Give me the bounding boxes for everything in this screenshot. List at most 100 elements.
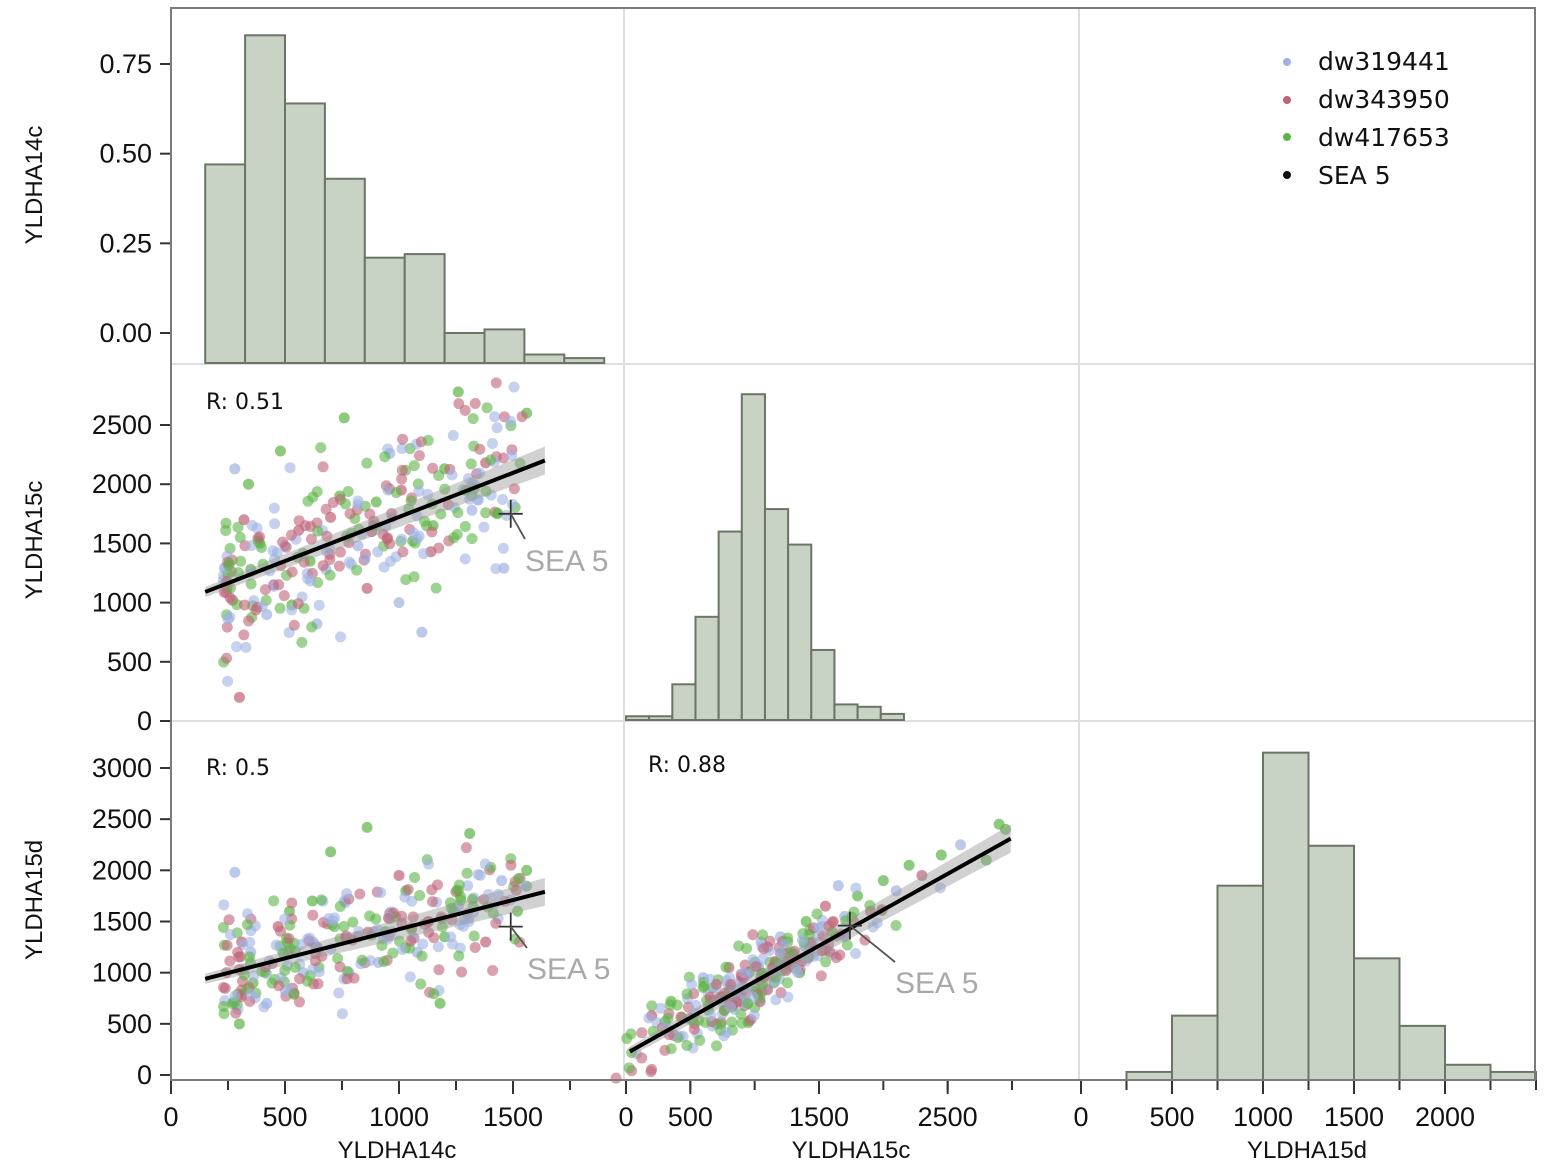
scatter-point	[361, 582, 373, 594]
scatter-point	[512, 873, 524, 885]
scatter-point	[770, 994, 782, 1006]
scatter-point	[512, 905, 524, 917]
y-tick-label-3-3: 1000	[92, 958, 152, 988]
scatter-point	[498, 452, 510, 464]
scatter-point	[747, 929, 759, 941]
scatter-point	[422, 434, 434, 446]
scatter-point	[980, 854, 992, 866]
scatter-point	[498, 562, 510, 574]
scatter-point	[404, 971, 416, 983]
x-tick-label-2-3: 1500	[789, 1102, 849, 1132]
scatter-point	[453, 879, 465, 891]
scatter-point	[245, 988, 257, 1000]
scatter-point	[416, 950, 428, 962]
scatter-point	[323, 913, 335, 925]
y-tick-label-1-1: 0.00	[99, 318, 152, 348]
scatter-point	[491, 422, 503, 434]
scatter-point	[223, 557, 235, 569]
legend-marker-sea5	[1283, 171, 1291, 179]
scatter-point	[448, 532, 460, 544]
x-tick-label-3-1: 0	[1073, 1102, 1088, 1132]
scatter-point	[850, 948, 862, 960]
scatter-point	[418, 548, 430, 560]
scatter-point	[757, 953, 769, 965]
scatter-point	[309, 955, 321, 967]
scatter-point	[487, 965, 499, 977]
scatter-point	[623, 1062, 635, 1074]
scatter-point	[259, 584, 271, 596]
scatter-point	[243, 615, 255, 627]
histogram-bar-1-10	[563, 357, 606, 364]
scatter-point	[378, 956, 390, 968]
scatter-point	[342, 485, 354, 497]
x-tick-label-2-4: 2500	[918, 1102, 978, 1132]
scatter-point	[292, 598, 304, 610]
scatter-point	[273, 579, 285, 591]
y-tick-label-2-2: 500	[107, 647, 152, 677]
scatter-point	[220, 524, 232, 536]
scatter-point	[445, 902, 457, 914]
scatter-point	[446, 469, 458, 481]
legend-marker-dw319441	[1283, 58, 1291, 66]
histogram-bar-1-7	[443, 332, 486, 364]
legend-label-dw319441: dw319441	[1318, 47, 1450, 76]
histogram-bar-2-3	[671, 683, 697, 722]
scatter-point	[491, 508, 503, 520]
scatter-point	[790, 963, 802, 975]
scatter-point	[867, 921, 879, 933]
histogram-bar-3-9	[1489, 1070, 1537, 1082]
scatter-point	[460, 842, 472, 854]
y-axis-title-2: YLDHA15c	[21, 481, 48, 600]
scatter-point	[841, 939, 853, 951]
scatter-point	[409, 872, 421, 884]
scatter-point	[720, 961, 732, 973]
scatter-point	[268, 502, 280, 514]
scatter-point	[422, 488, 434, 500]
x-tick-label-3-4: 1500	[1324, 1102, 1384, 1132]
scatter-point	[462, 880, 474, 892]
scatter-point	[250, 604, 262, 616]
scatter-point	[490, 377, 502, 389]
scatter-point	[469, 941, 481, 953]
histogram-bar-3-6	[1353, 957, 1401, 1082]
scatter-point	[1000, 823, 1012, 835]
x-axis-title-3: YLDHA15d	[1247, 1137, 1367, 1164]
scatter-point	[508, 381, 520, 393]
scatter-point	[298, 556, 310, 568]
scatter-point	[466, 533, 478, 545]
histogram-bar-1-1	[204, 163, 247, 364]
scatter-point	[800, 916, 812, 927]
scatter-point	[270, 939, 282, 951]
scatter-point	[482, 889, 494, 901]
histogram-bar-1-9	[523, 353, 566, 364]
scatter-point	[758, 943, 770, 955]
scatter-point	[407, 911, 419, 923]
scatter-point	[396, 443, 408, 455]
scatter-point	[416, 626, 428, 638]
legend-label-sea5: SEA 5	[1318, 161, 1391, 190]
scatter-point	[364, 910, 376, 922]
histogram-bar-2-9	[810, 648, 836, 722]
scatter-point	[400, 574, 412, 586]
scatter-point	[273, 980, 285, 992]
scatter-point	[864, 900, 876, 912]
scatter-point	[427, 896, 439, 908]
scatter-point	[296, 636, 308, 648]
scatter-point	[472, 494, 484, 506]
scatter-point	[235, 555, 247, 567]
scatter-point	[688, 1023, 700, 1035]
histogram-bar-2-4	[694, 615, 720, 721]
scatter-point	[230, 1007, 242, 1019]
scatter-point	[294, 973, 306, 985]
scatter-point	[295, 938, 307, 950]
scatter-point	[279, 913, 291, 925]
scatter-point	[217, 922, 229, 934]
scatter-point	[711, 1040, 723, 1052]
histogram-bar-1-3	[284, 102, 326, 364]
scatter-point	[232, 521, 244, 533]
scatter-point	[312, 978, 324, 990]
scatter-point	[313, 599, 325, 611]
scatter-point	[286, 897, 298, 909]
scatter-point	[248, 970, 260, 982]
